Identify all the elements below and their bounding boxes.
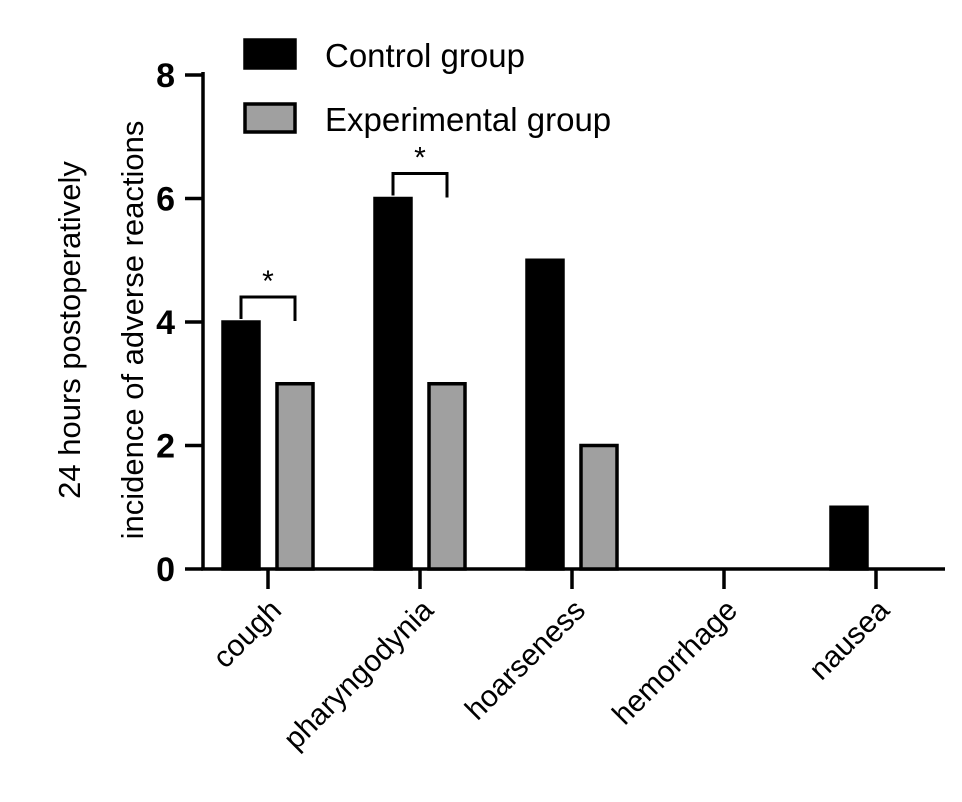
significance-bracket: [391, 172, 449, 198]
y-tick-label: 6: [156, 181, 175, 219]
y-tick-label: 0: [156, 551, 175, 589]
bar-cough-experimental: [275, 382, 315, 571]
legend-label-control: Control group: [325, 37, 525, 74]
bar-pharyngodynia-experimental: [427, 382, 467, 571]
y-tick-label: 4: [156, 304, 175, 342]
significance-star: *: [262, 265, 274, 298]
y-axis-title-line-2: incidence of adverse reactions: [115, 121, 150, 540]
y-axis-title-line-1: 24 hours postoperatively: [52, 161, 87, 499]
x-tick-label-hemorrhage: hemorrhage: [606, 594, 744, 732]
significance-bracket: [239, 295, 297, 321]
x-tick-label-cough: cough: [207, 594, 288, 675]
x-tick-label-hoarseness: hoarseness: [459, 594, 592, 727]
bar-hoarseness-experimental: [579, 443, 619, 571]
bar-nausea-control: [829, 505, 869, 571]
x-tick-label-nausea: nausea: [803, 593, 896, 686]
legend-swatch-control: [243, 38, 297, 70]
legend-label-experimental: Experimental group: [325, 101, 611, 138]
legend-swatch-experimental: [243, 102, 297, 134]
y-tick-label: 2: [156, 428, 175, 466]
bar-hoarseness-control: [525, 258, 565, 571]
significance-star: *: [414, 142, 426, 175]
bar-cough-control: [221, 320, 261, 571]
x-tick-label-pharyngodynia: pharyngodynia: [277, 593, 440, 756]
y-tick-label: 8: [156, 57, 175, 95]
bar-pharyngodynia-control: [373, 196, 413, 571]
